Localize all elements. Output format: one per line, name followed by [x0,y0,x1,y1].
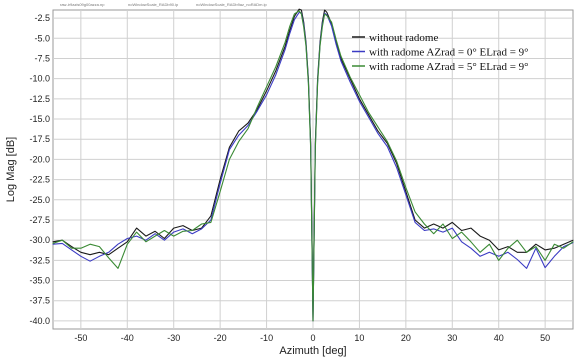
y-tick-label: -37.5 [29,296,50,306]
y-tick-label: -32.5 [29,255,50,265]
y-tick-label: -30.0 [29,235,50,245]
x-tick-label: 50 [540,333,550,343]
y-tick-label: -22.5 [29,175,50,185]
x-tick-label: 40 [494,333,504,343]
y-tick-label: -25.0 [29,195,50,205]
y-tick-label: -35.0 [29,276,50,286]
y-tick-label: -7.5 [34,53,50,63]
x-tick-label: 0 [310,333,315,343]
y-tick-label: -2.5 [34,13,50,23]
y-axis-title: Log Mag [dB] [5,137,17,202]
y-tick-label: -12.5 [29,94,50,104]
x-tick-label: -20 [214,333,227,343]
legend-label-2: with radome AZrad = 0° ELrad = 9° [369,47,529,59]
series-line-3 [52,10,574,322]
header-file-label: noWindowScale_RADb90.ip [128,2,179,7]
legend-label-1: without radome [369,32,438,44]
series-group [52,8,574,322]
y-tick-label: -20.0 [29,154,50,164]
x-tick-label: -30 [167,333,180,343]
x-tick-label: 30 [447,333,457,343]
y-tick-label: -40.0 [29,316,50,326]
header-file-label: noWindowScale_RADb9az_noRADm.ip [196,2,267,7]
x-tick-label: -10 [260,333,273,343]
x-tick-label: 20 [401,333,411,343]
x-tick-label: -50 [74,333,87,343]
chart-header: raw-ir9azis09g00azza.np noWindowScale_RAD… [60,2,267,7]
x-tick-label: -40 [121,333,134,343]
tick-labels: -50 -40 -30 -20 -10 0 10 20 30 40 50 -2.5 -5.0 -7.5 -1… [29,13,550,343]
y-tick-label: -10.0 [29,74,50,84]
y-tick-label: -15.0 [29,114,50,124]
x-tick-label: 10 [354,333,364,343]
x-axis-title: Azimuth [deg] [279,345,346,357]
legend: without radome with radome AZrad = 0° ELr… [352,32,529,73]
legend-label-3: with radome AZrad = 5° ELrad = 9° [369,61,529,73]
y-tick-label: -27.5 [29,215,50,225]
header-file-label: raw-ir9azis09g00azza.np [60,2,105,7]
y-tick-label: -5.0 [34,33,50,43]
y-tick-label: -17.5 [29,134,50,144]
